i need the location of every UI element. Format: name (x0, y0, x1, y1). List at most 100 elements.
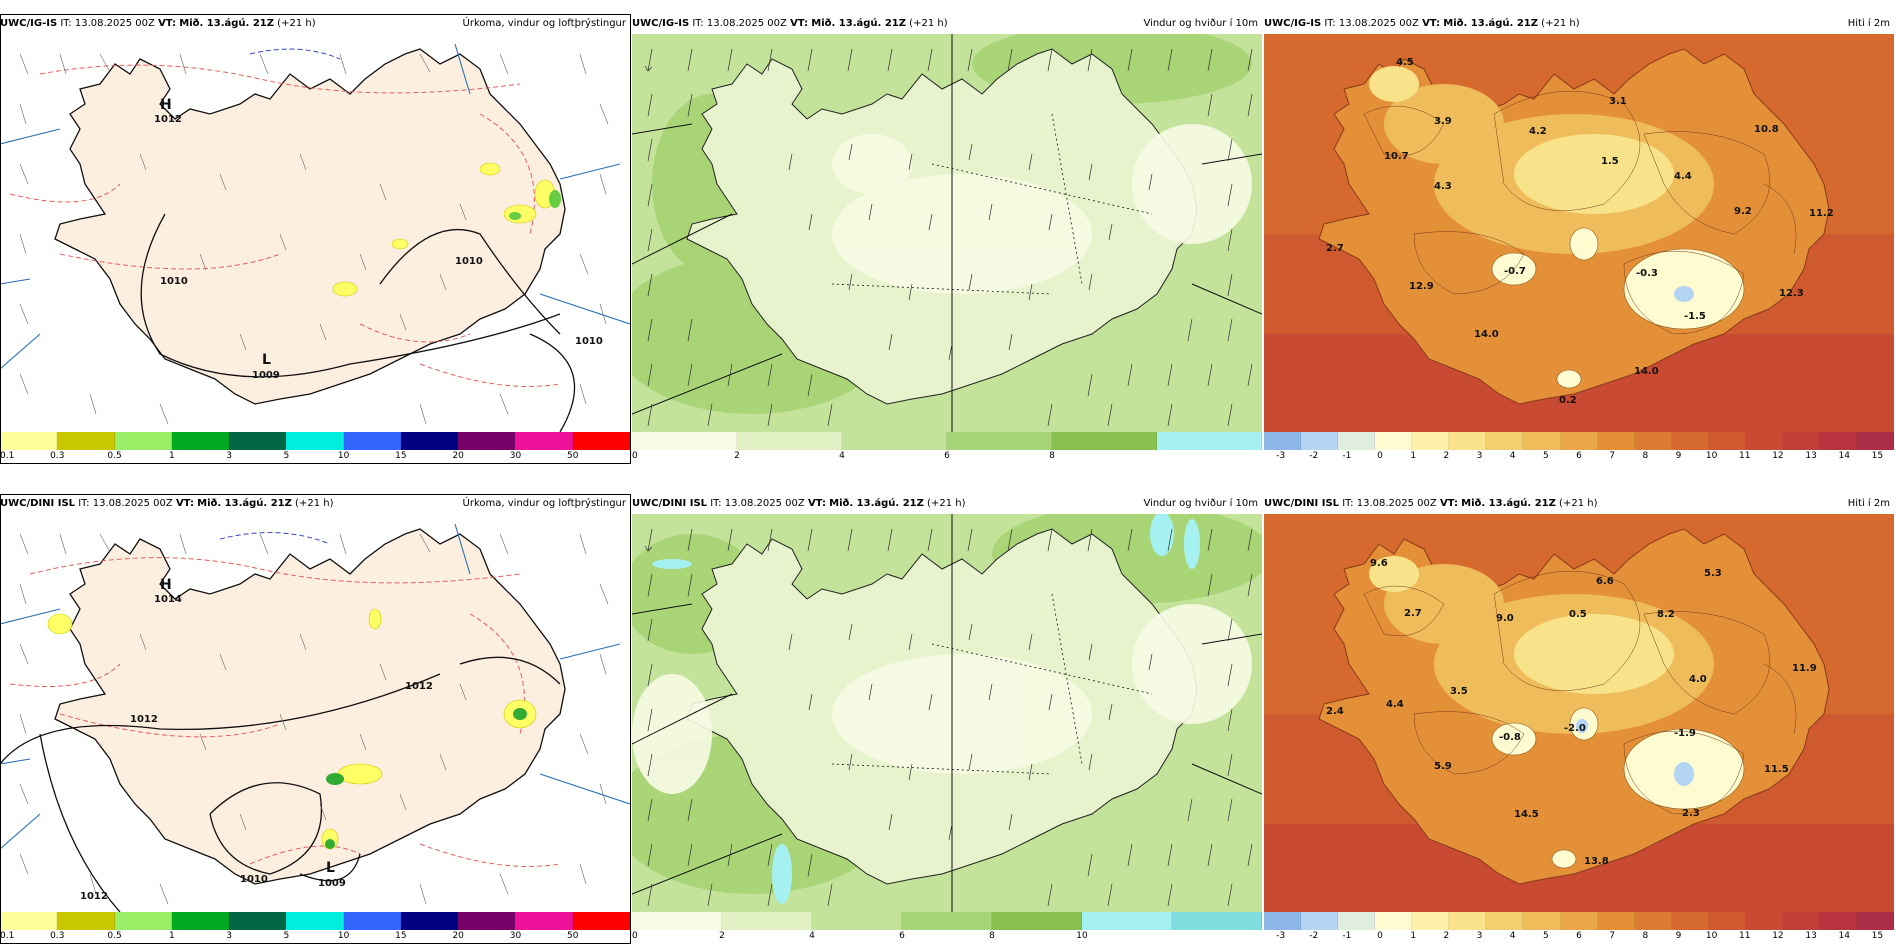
valid-time: Mið. 13.ágú. 21Z (1443, 18, 1538, 29)
precip-panel-row1: UWC/IG-IS IT: 13.08.2025 00Z VT: Mið. 13… (0, 14, 630, 464)
colorbar-swatch (286, 912, 344, 930)
colorbar-tick-label: 5 (283, 931, 290, 941)
colorbar-swatch (1560, 912, 1598, 930)
colorbar-swatch (171, 912, 230, 930)
colorbar-swatch (1338, 432, 1376, 450)
colorbar-swatch (1634, 432, 1672, 450)
colorbar-tick-label: 11 (1739, 451, 1751, 461)
colorbar-tick-label: 10 (337, 931, 350, 941)
init-time: 13.08.2025 00Z (92, 498, 173, 509)
precip-map: H 1012 L 1009 1010 1010 1010 (0, 34, 630, 432)
colorbar-tick-label: 14 (1838, 451, 1850, 461)
temp-value: 1.5 (1601, 156, 1619, 167)
colorbar-tick-label: 6 (1576, 451, 1582, 461)
colorbar-swatch (1301, 432, 1339, 450)
temp-value: -0.8 (1499, 732, 1521, 743)
colorbar-ticks: 0.1 0.3 0.5 1 3 5 10 15 20 30 50 (0, 450, 630, 464)
model-name: UWC/DINI ISL (0, 498, 76, 509)
wind-map (632, 34, 1262, 432)
colorbar-tick-label: 4 (809, 931, 815, 941)
temp-panel-row1: UWC/IG-IS IT: 13.08.2025 00Z VT: Mið. 13… (1264, 14, 1895, 464)
colorbar-tick-label: -3 (1276, 931, 1286, 941)
temp-value: 2.4 (1326, 706, 1344, 717)
colorbar-swatch (1745, 432, 1783, 450)
low-pressure-label: L (326, 860, 335, 876)
low-pressure-label: L (262, 352, 271, 368)
colorbar-swatch (1671, 912, 1709, 930)
colorbar-tick-label: 8 (989, 931, 995, 941)
low-pressure-value: 1009 (252, 370, 280, 381)
temperature-map: 9.6 6.6 5.3 2.7 9.0 0.5 8.2 11.9 3.5 4.0… (1264, 514, 1894, 912)
colorbar-swatch (1708, 912, 1746, 930)
valid-time: Mið. 13.ágú. 21Z (1461, 498, 1556, 509)
init-time: 13.08.2025 00Z (724, 498, 805, 509)
isobar-label: 1010 (575, 336, 603, 347)
colorbar-strip (632, 912, 1262, 930)
temp-value: 0.5 (1569, 609, 1587, 620)
colorbar-strip (1264, 912, 1895, 930)
colorbar-swatch (1338, 912, 1376, 930)
temp-value: 3.9 (1434, 116, 1452, 127)
temp-value: 10.7 (1384, 151, 1409, 162)
colorbar-tick-label: 5 (1542, 931, 1549, 941)
it-label: IT: (710, 498, 722, 509)
temperature-map: 4.5 3.9 4.2 3.1 1.5 10.8 10.7 4.3 4.4 9.… (1264, 34, 1894, 432)
temp-value: 0.2 (1559, 395, 1577, 406)
temp-value: -1.9 (1674, 728, 1696, 739)
colorbar-swatch (1857, 912, 1895, 930)
temp-value: -0.3 (1636, 268, 1658, 279)
temp-value: 8.2 (1657, 609, 1675, 620)
it-label: IT: (1342, 498, 1354, 509)
colorbar-tick-label: 50 (566, 931, 579, 941)
it-label: IT: (78, 498, 90, 509)
precip-colorbar: 0.1 0.3 0.5 1 3 5 10 15 20 30 50 (0, 432, 630, 464)
panel-header: UWC/IG-IS IT: 13.08.2025 00Z VT: Mið. 13… (632, 14, 1262, 34)
colorbar-tick-label: 0.3 (50, 451, 65, 461)
colorbar-tick-label: 13 (1805, 931, 1817, 941)
colorbar-tick-label: 4 (839, 451, 845, 461)
colorbar-swatch (722, 912, 812, 930)
colorbar-swatch (1634, 912, 1672, 930)
colorbar-strip (632, 432, 1262, 450)
colorbar-swatch (515, 912, 573, 930)
panel-title: Úrkoma, vindur og loftþrýstingur (462, 18, 626, 29)
colorbar-ticks: 0 2 4 6 8 (632, 450, 1262, 464)
colorbar-tick-label: 15 (1871, 451, 1884, 461)
colorbar-swatch (902, 912, 992, 930)
colorbar-swatch (632, 432, 737, 450)
colorbar-tick-label: 2 (734, 451, 740, 461)
colorbar-swatch (1560, 432, 1598, 450)
colorbar-tick-label: 1 (168, 931, 175, 941)
colorbar-tick-label: -1 (1342, 931, 1352, 941)
temp-value: 13.8 (1584, 856, 1609, 867)
init-time: 13.08.2025 00Z (1338, 18, 1419, 29)
colorbar-swatch (1819, 432, 1857, 450)
temp-value: 4.4 (1674, 171, 1692, 182)
panel-title: Hiti í 2m (1847, 498, 1890, 509)
temp-panel-row2: UWC/DINI ISL IT: 13.08.2025 00Z VT: Mið.… (1264, 494, 1895, 944)
colorbar-strip (0, 912, 630, 930)
colorbar-tick-label: -1 (1342, 451, 1352, 461)
precip-map: H 1014 L 1009 1012 1012 1010 1012 (0, 514, 630, 912)
panel-header: UWC/IG-IS IT: 13.08.2025 00Z VT: Mið. 13… (0, 14, 630, 34)
temp-value: 10.8 (1754, 124, 1779, 135)
temp-value: -0.7 (1504, 266, 1526, 277)
init-time: 13.08.2025 00Z (1356, 498, 1437, 509)
colorbar-swatch (1082, 912, 1172, 930)
temp-colorbar: -3 -2 -1 0 1 2 3 4 5 6 7 8 9 10 11 12 13 14 15 (1264, 432, 1895, 464)
colorbar-swatch (1264, 912, 1302, 930)
colorbar-tick-label: 8 (1049, 451, 1055, 461)
valid-time: Mið. 13.ágú. 21Z (811, 18, 906, 29)
model-name: UWC/IG-IS (0, 18, 58, 29)
colorbar-swatch (1412, 432, 1450, 450)
lead-time: (+21 h) (277, 18, 316, 29)
colorbar-swatch (1264, 432, 1302, 450)
colorbar-swatch (1486, 912, 1524, 930)
temp-value: 3.5 (1450, 686, 1468, 697)
colorbar-strip (1264, 432, 1895, 450)
colorbar-tick-label: 0.5 (107, 451, 122, 461)
colorbar-swatch (1745, 912, 1783, 930)
colorbar-tick-label: 3 (1476, 451, 1483, 461)
vt-label: VT: (790, 18, 809, 29)
colorbar-tick-label: 1 (1410, 451, 1417, 461)
